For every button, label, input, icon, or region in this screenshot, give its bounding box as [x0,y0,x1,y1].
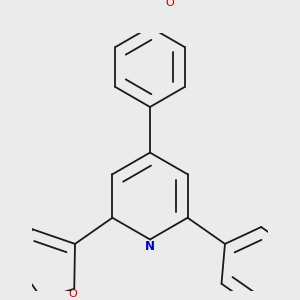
Text: O: O [165,0,174,8]
Text: N: N [145,240,155,253]
Text: O: O [68,289,77,299]
